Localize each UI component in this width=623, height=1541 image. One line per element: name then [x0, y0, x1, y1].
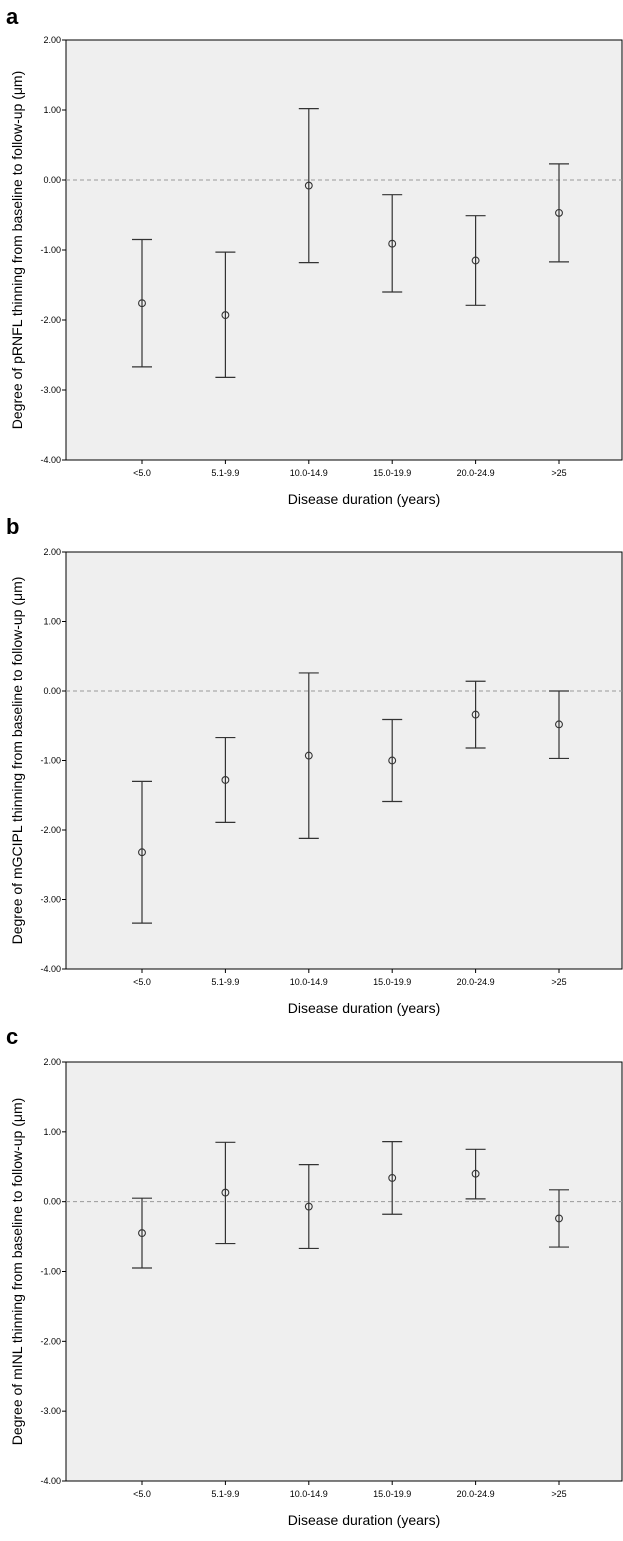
mean-point-4	[471, 256, 480, 265]
y-tick-label: 1.00	[43, 617, 61, 627]
y-tick-label: 2.00	[43, 35, 61, 45]
mean-point-0	[138, 848, 146, 857]
mean-point-3	[388, 1173, 397, 1182]
panel-letter: b	[6, 514, 19, 539]
x-tick-label: 5.1-9.9	[211, 977, 239, 987]
y-tick-label: 0.00	[43, 686, 61, 696]
mean-point-5	[555, 720, 563, 729]
x-tick-label: 10.0-14.9	[290, 468, 328, 478]
plot-area	[65, 39, 623, 461]
y-tick-label: 0.00	[43, 1197, 61, 1207]
y-tick-label: 1.00	[43, 105, 61, 115]
x-tick-label: >25	[551, 1489, 566, 1499]
mean-point-0	[138, 1229, 146, 1238]
y-tick-label: -4.00	[40, 1476, 61, 1486]
mean-point-3	[388, 239, 397, 248]
y-tick-label: 2.00	[43, 1057, 61, 1067]
y-tick-label: -1.00	[40, 756, 61, 766]
panel-letter: c	[6, 1024, 18, 1049]
plot-area	[65, 1061, 623, 1482]
y-axis-title: Degree of mINL thinning from baseline to…	[9, 1098, 25, 1446]
x-tick-label: 15.0-19.9	[373, 1489, 411, 1499]
y-tick-label: -2.00	[40, 1336, 61, 1346]
chart-panel-a: a 2.00 1.00 0.00 -1.00 -2.00 -3.00 -4.00 <5.0 5.1…	[6, 4, 623, 507]
plot-area	[65, 551, 623, 970]
x-axis-title: Disease duration (years)	[288, 491, 441, 507]
y-tick-label: -3.00	[40, 1406, 61, 1416]
mean-point-5	[555, 1214, 563, 1223]
chart-panel-c: c 2.00 1.00 0.00 -1.00 -2.00 -3.00 -4.00 <5.0 5.1…	[6, 1024, 623, 1528]
mean-point-1	[221, 776, 230, 784]
x-tick-label: 10.0-14.9	[290, 1489, 328, 1499]
x-tick-label: 20.0-24.9	[457, 468, 495, 478]
y-tick-label: -4.00	[40, 455, 61, 465]
mean-point-2	[304, 751, 313, 760]
y-tick-label: -1.00	[40, 245, 61, 255]
mean-point-2	[304, 1202, 313, 1211]
x-axis-title: Disease duration (years)	[288, 1000, 441, 1016]
mean-point-1	[221, 311, 230, 320]
y-tick-label: 1.00	[43, 1127, 61, 1137]
x-tick-label: 10.0-14.9	[290, 977, 328, 987]
y-tick-label: 0.00	[43, 175, 61, 185]
y-tick-label: -2.00	[40, 825, 61, 835]
mean-point-5	[555, 208, 563, 217]
mean-point-2	[304, 181, 313, 190]
x-tick-label: >25	[551, 468, 566, 478]
mean-point-4	[471, 1169, 480, 1178]
x-tick-label: <5.0	[133, 977, 151, 987]
y-tick-label: -4.00	[40, 964, 61, 974]
y-tick-label: 2.00	[43, 547, 61, 557]
y-axis-title: Degree of pRNFL thinning from baseline t…	[9, 71, 25, 429]
x-tick-label: 20.0-24.9	[457, 1489, 495, 1499]
y-axis-title: Degree of mGCIPL thinning from baseline …	[9, 577, 25, 945]
mean-point-0	[138, 299, 146, 308]
x-tick-label: 15.0-19.9	[373, 468, 411, 478]
x-tick-label: 5.1-9.9	[211, 1489, 239, 1499]
y-tick-label: -1.00	[40, 1267, 61, 1277]
x-tick-label: 20.0-24.9	[457, 977, 495, 987]
y-tick-label: -2.00	[40, 315, 61, 325]
x-tick-label: <5.0	[133, 468, 151, 478]
y-tick-label: -3.00	[40, 895, 61, 905]
chart-panel-b: b 2.00 1.00 0.00 -1.00 -2.00 -3.00 -4.00 <5.0 5.1…	[6, 514, 623, 1016]
x-tick-label: 15.0-19.9	[373, 977, 411, 987]
panel-letter: a	[6, 4, 19, 29]
mean-point-3	[388, 756, 397, 765]
y-tick-label: -3.00	[40, 385, 61, 395]
x-tick-label: <5.0	[133, 1489, 151, 1499]
mean-point-4	[471, 710, 480, 719]
x-tick-label: 5.1-9.9	[211, 468, 239, 478]
x-tick-label: >25	[551, 977, 566, 987]
mean-point-1	[221, 1188, 230, 1197]
x-axis-title: Disease duration (years)	[288, 1512, 441, 1528]
